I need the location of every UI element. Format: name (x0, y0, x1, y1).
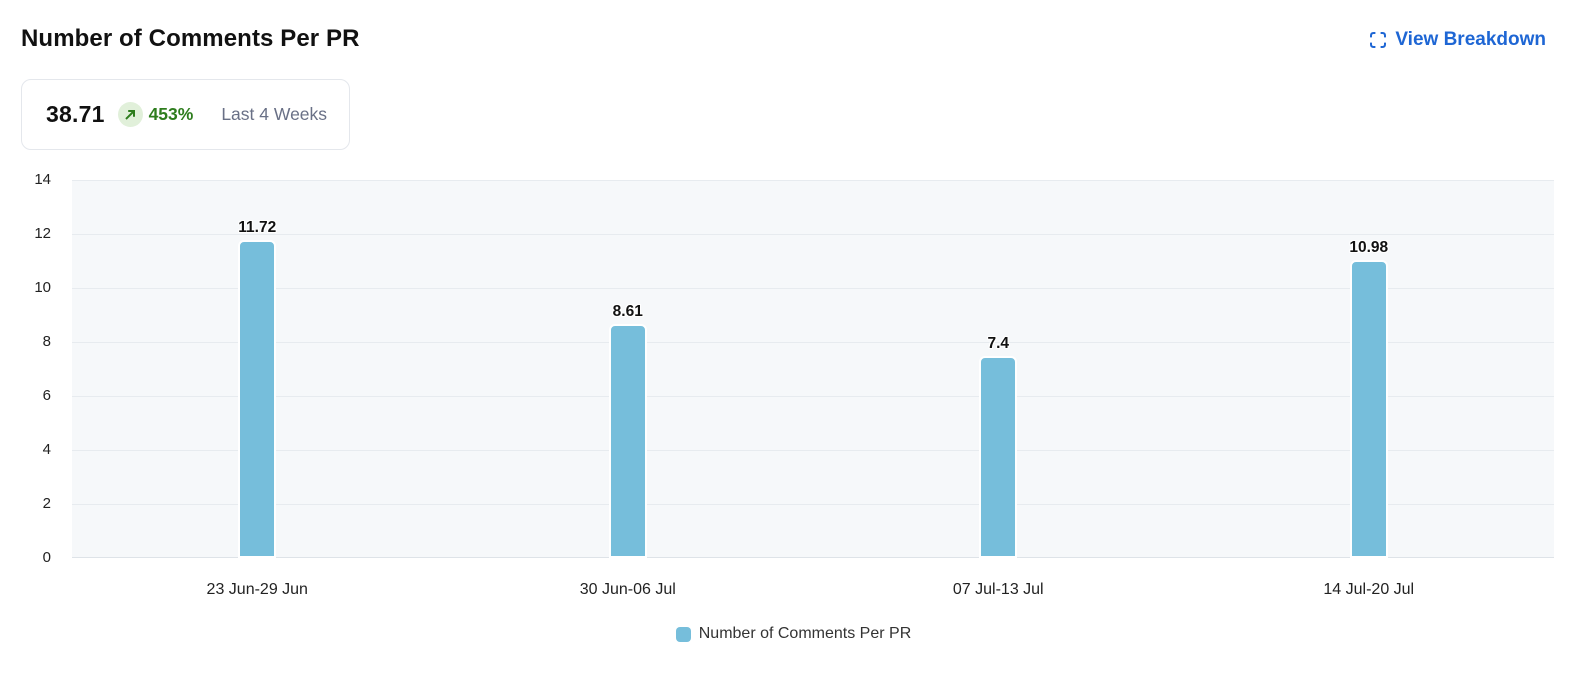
x-axis-tick-label: 07 Jul-13 Jul (952, 581, 1044, 598)
page-title: Number of Comments Per PR (21, 25, 360, 52)
legend-swatch (675, 626, 691, 642)
y-axis-tick-label: 14 (34, 171, 51, 188)
bar-07 Jul-13 Jul[interactable] (979, 356, 1018, 558)
view-breakdown-button[interactable]: View Breakdown (1370, 30, 1546, 50)
x-axis-tick-label: 14 Jul-20 Jul (1323, 581, 1415, 598)
bar-23 Jun-29 Jun[interactable] (238, 239, 277, 558)
legend-label: Number of Comments Per PR (698, 625, 912, 642)
y-axis-tick-label: 4 (42, 441, 51, 458)
bar-value-label: 10.98 (1349, 238, 1389, 256)
bar-30 Jun-06 Jul[interactable] (608, 323, 647, 558)
gridline-y-12 (72, 234, 1554, 235)
gridline-y-8 (72, 342, 1554, 343)
gridline-y-4 (72, 450, 1554, 451)
bar-value-label: 8.61 (612, 302, 643, 320)
chart-legend[interactable]: Number of Comments Per PR (0, 625, 1587, 643)
y-axis-tick-label: 12 (34, 225, 51, 242)
summary-stat-card: 38.71 453% Last 4 Weeks (21, 79, 350, 150)
trend-up-icon (117, 102, 143, 127)
trend-percent: 453% (148, 104, 194, 124)
bar-14 Jul-20 Jul[interactable] (1349, 259, 1388, 558)
y-axis-tick-label: 10 (34, 279, 51, 296)
gridline-y-14 (72, 180, 1554, 181)
y-axis-tick-label: 2 (42, 495, 51, 512)
gridline-y-0 (72, 557, 1554, 558)
gridline-y-10 (72, 288, 1554, 289)
x-axis-tick-label: 23 Jun-29 Jun (206, 581, 308, 598)
stat-period-label: Last 4 Weeks (221, 104, 328, 124)
bar-value-label: 11.72 (238, 218, 277, 236)
y-axis-tick-label: 6 (42, 387, 51, 404)
expand-icon (1370, 32, 1387, 48)
view-breakdown-label: View Breakdown (1395, 29, 1546, 50)
stat-value: 38.71 (46, 101, 105, 127)
x-axis-tick-label: 30 Jun-06 Jul (579, 581, 676, 598)
gridline-y-6 (72, 396, 1554, 397)
y-axis-tick-label: 8 (42, 333, 51, 350)
gridline-y-2 (72, 504, 1554, 505)
bar-value-label: 7.4 (987, 335, 1010, 353)
y-axis-tick-label: 0 (42, 549, 51, 566)
bar-chart-plot-area (72, 180, 1554, 558)
